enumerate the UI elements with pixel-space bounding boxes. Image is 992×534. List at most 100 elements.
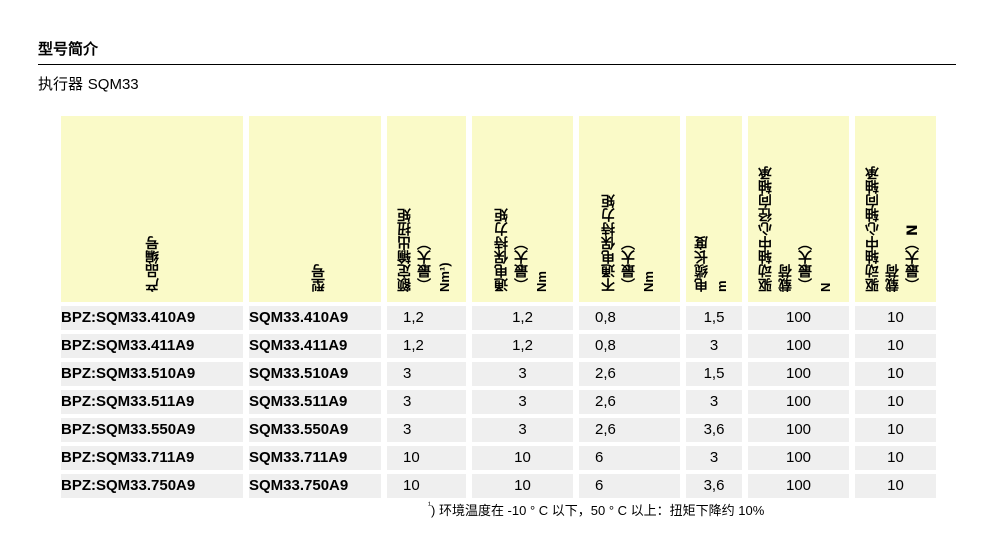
column-header-unit: N [818,282,833,292]
holding-torque-unpowered-cell: 2,6 [579,362,680,386]
footnote: ¹) 环境温度在 -10 ° C 以下，50 ° C 以上：扭矩下降约 10% [428,500,764,519]
axial-load-cell: 10 [855,418,936,442]
header-row: 产品编号 型号 额定输出扭矩 （最大） Nm¹) 通电保持力矩 （最大） Nm 不通电保持力矩（… [61,116,936,302]
table-row: BPZ:SQM33.510A9 SQM33.510A9 3 3 2,6 1,5 100 10 [61,362,936,386]
rated-torque-cell: 1,2 [387,334,466,358]
axial-load-cell: 10 [855,306,936,330]
holding-torque-unpowered-cell: 0,8 [579,334,680,358]
cable-length-cell: 3 [686,334,742,358]
holding-torque-powered-cell: 10 [472,446,573,470]
column-header-unit: Nm [641,271,656,292]
column-header-line: 载荷 [778,264,794,292]
cable-length-cell: 1,5 [686,306,742,330]
table-body: BPZ:SQM33.410A9 SQM33.410A9 1,2 1,2 0,8 1,5 10… [61,306,936,498]
model-type-cell: SQM33.511A9 [249,390,381,414]
product-number-cell: BPZ:SQM33.510A9 [61,362,243,386]
table-row: BPZ:SQM33.711A9 SQM33.711A9 10 10 6 3 100 10 [61,446,936,470]
model-type-cell: SQM33.750A9 [249,474,381,498]
cable-length-cell: 1,5 [686,362,742,386]
holding-torque-powered-cell: 10 [472,474,573,498]
holding-torque-powered-cell: 3 [472,390,573,414]
holding-torque-unpowered-cell: 6 [579,446,680,470]
column-header-label: 型号 [309,264,329,292]
rated-torque-cell: 3 [387,418,466,442]
radial-load-cell: 100 [748,446,849,470]
subtitle-model: SQM33 [87,76,139,93]
section-title: 型号简介 [38,40,99,58]
column-header-line: （最大） [417,236,433,292]
title-divider [38,64,956,65]
model-type-cell: SQM33.411A9 [249,334,381,358]
rated-torque-cell: 1,2 [387,306,466,330]
column-header-line: 驱动轴中心径向轴承 [758,166,774,292]
rated-torque-cell: 10 [387,446,466,470]
cable-length-cell: 3,6 [686,474,742,498]
footnote-marker: ¹ [428,500,431,510]
radial-load-cell: 100 [748,306,849,330]
cable-length-cell: 3 [686,390,742,414]
column-header-unit: Nm¹) [437,262,452,292]
radial-load-cell: 100 [748,474,849,498]
table-row: BPZ:SQM33.511A9 SQM33.511A9 3 3 2,6 3 100 10 [61,390,936,414]
subtitle: 执行器 SQM33 [38,73,139,94]
column-header-line: （最大） [621,236,637,292]
model-type-cell: SQM33.510A9 [249,362,381,386]
column-header-line: 型号 [311,264,327,292]
holding-torque-powered-cell: 3 [472,362,573,386]
model-type-cell: SQM33.410A9 [249,306,381,330]
holding-torque-powered-cell: 1,2 [472,334,573,358]
radial-load-cell: 100 [748,362,849,386]
axial-load-cell: 10 [855,474,936,498]
subtitle-prefix: 执行器 [38,75,84,93]
column-header: 不通电保持力矩 （最大） Nm [579,116,680,302]
radial-load-cell: 100 [748,418,849,442]
holding-torque-unpowered-cell: 0,8 [579,306,680,330]
column-header-unit: m [714,280,729,292]
table-row: BPZ:SQM33.550A9 SQM33.550A9 3 3 2,6 3,6 100 10 [61,418,936,442]
column-header-line: （最大） [798,236,814,292]
column-header-label: 产品编号 [143,236,163,292]
column-header-label: 额定输出扭矩 （最大） Nm¹) [395,208,455,292]
holding-torque-unpowered-cell: 6 [579,474,680,498]
column-header-line: 不通电保持力矩 [601,194,617,292]
column-header-line: 驱动轴中心轴向轴承 [865,166,881,292]
holding-torque-unpowered-cell: 2,6 [579,390,680,414]
spec-table: 产品编号 型号 额定输出扭矩 （最大） Nm¹) 通电保持力矩 （最大） Nm 不通电保持力矩（… [55,112,942,502]
holding-torque-powered-cell: 3 [472,418,573,442]
holding-torque-powered-cell: 1,2 [472,306,573,330]
column-header-label: 驱动轴中心轴向轴承 载荷 （最大）N [863,166,923,292]
product-number-cell: BPZ:SQM33.511A9 [61,390,243,414]
radial-load-cell: 100 [748,334,849,358]
product-number-cell: BPZ:SQM33.750A9 [61,474,243,498]
column-header: 额定输出扭矩 （最大） Nm¹) [387,116,466,302]
table-row: BPZ:SQM33.410A9 SQM33.410A9 1,2 1,2 0,8 1,5 10… [61,306,936,330]
column-header-label: 驱动轴中心径向轴承 载荷 （最大） N [756,166,836,292]
footnote-text: ) 环境温度在 -10 ° C 以下，50 ° C 以上：扭矩下降约 10% [431,503,765,518]
product-number-cell: BPZ:SQM33.410A9 [61,306,243,330]
axial-load-cell: 10 [855,362,936,386]
column-header-label: 通电保持力矩 （最大） Nm [492,208,552,292]
cable-length-cell: 3,6 [686,418,742,442]
column-header-line: （最大） [514,236,530,292]
rated-torque-cell: 10 [387,474,466,498]
rated-torque-cell: 3 [387,390,466,414]
column-header: 驱动轴中心轴向轴承 载荷 （最大）N [855,116,936,302]
model-type-cell: SQM33.550A9 [249,418,381,442]
column-header-label: 不通电保持力矩 （最大） Nm [599,194,659,292]
column-header-label: 电缆长度 m [692,236,732,292]
radial-load-cell: 100 [748,390,849,414]
column-header-line: （最大）N [905,224,921,292]
column-header-line: 电缆长度 [694,236,710,292]
column-header-line: 载荷 [885,264,901,292]
cable-length-cell: 3 [686,446,742,470]
column-header-unit: Nm [534,271,549,292]
product-number-cell: BPZ:SQM33.411A9 [61,334,243,358]
table-row: BPZ:SQM33.750A9 SQM33.750A9 10 10 6 3,6 100 10 [61,474,936,498]
column-header: 产品编号 [61,116,243,302]
rated-torque-cell: 3 [387,362,466,386]
column-header: 驱动轴中心径向轴承 载荷 （最大） N [748,116,849,302]
column-header: 型号 [249,116,381,302]
column-header: 电缆长度 m [686,116,742,302]
product-number-cell: BPZ:SQM33.550A9 [61,418,243,442]
table-row: BPZ:SQM33.411A9 SQM33.411A9 1,2 1,2 0,8 3 100 1… [61,334,936,358]
